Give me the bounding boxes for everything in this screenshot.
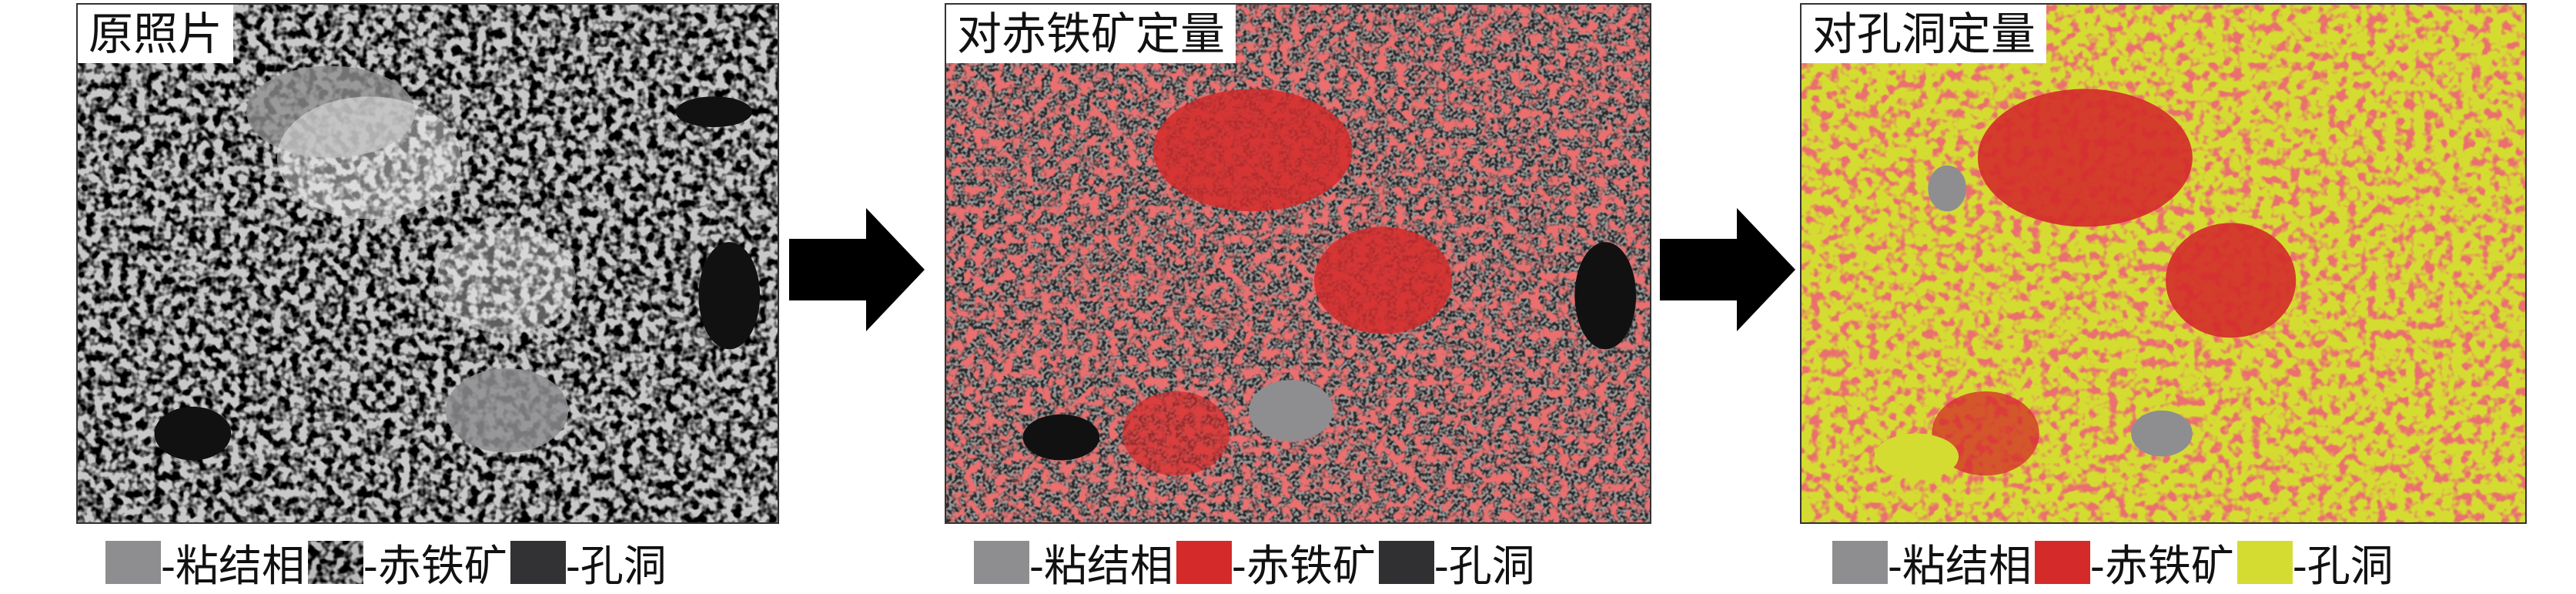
pore-quantification-panel: 对孔洞定量 <box>1800 3 2527 524</box>
original-photo-panel: 原照片 <box>76 3 779 524</box>
pore-segmented-image <box>1802 5 2525 522</box>
legend-swatch-binder <box>974 541 1029 584</box>
legend-pore: -粘结相 -赤铁矿 -孔洞 <box>1832 539 2397 592</box>
legend-swatch-hematite <box>307 541 363 584</box>
legend-original: -粘结相 -赤铁矿 -孔洞 <box>105 539 670 592</box>
legend-swatch-pore <box>1378 541 1434 584</box>
legend-swatch-hematite <box>2034 541 2090 584</box>
legend-label: -赤铁矿 <box>1231 541 1376 592</box>
legend-label: -赤铁矿 <box>2089 541 2234 592</box>
arrow-right-icon <box>789 208 925 331</box>
hematite-segmented-image <box>946 5 1650 522</box>
legend-swatch-pore <box>2236 541 2293 584</box>
panel-title: 对孔洞定量 <box>1802 5 2047 63</box>
legend-label: -孔洞 <box>1434 541 1535 592</box>
legend-swatch-binder <box>1832 541 1888 584</box>
legend-swatch-pore <box>510 541 566 584</box>
legend-label: -孔洞 <box>2292 541 2394 592</box>
legend-hematite: -粘结相 -赤铁矿 -孔洞 <box>974 539 1538 592</box>
legend-label: -粘结相 <box>161 541 305 592</box>
legend-label: -粘结相 <box>1029 541 1173 592</box>
panel-title: 原照片 <box>78 5 234 63</box>
arrow-right-icon <box>1660 208 1795 331</box>
legend-label: -赤铁矿 <box>363 541 507 592</box>
legend-label: -粘结相 <box>1888 541 2032 592</box>
legend-swatch-hematite <box>1176 541 1232 584</box>
panel-title: 对赤铁矿定量 <box>946 5 1236 63</box>
original-micrograph <box>78 5 778 522</box>
hematite-quantification-panel: 对赤铁矿定量 <box>945 3 1651 524</box>
legend-label: -孔洞 <box>565 541 667 592</box>
legend-swatch-binder <box>105 541 161 584</box>
